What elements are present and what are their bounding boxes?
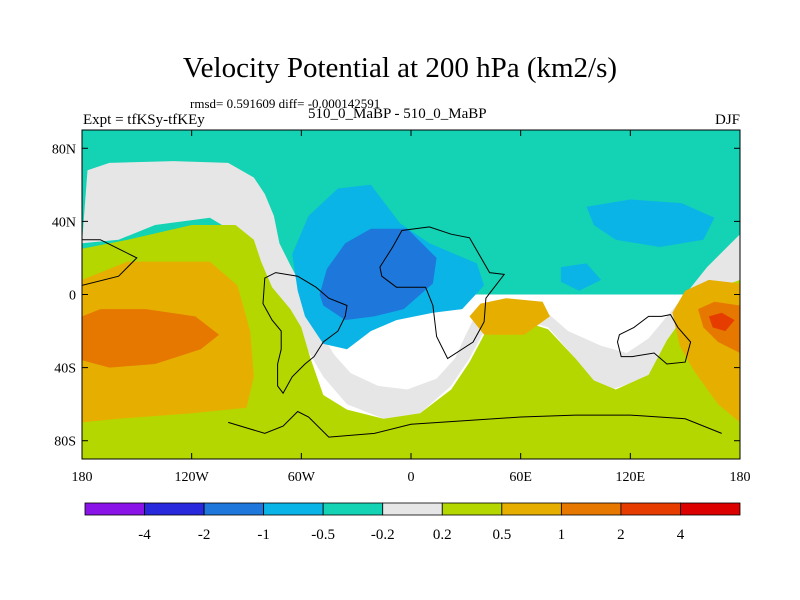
x-tick-label: 0	[408, 470, 415, 485]
region-blue-north-pacific-right	[586, 199, 715, 247]
colorbar-label: -1	[257, 527, 270, 543]
colorbar-swatch	[322, 502, 384, 516]
north-america-fragment-outline	[82, 239, 138, 286]
x-tick-label: 120E	[616, 470, 646, 485]
africa-outline	[379, 226, 506, 360]
colorbar-swatch	[382, 502, 443, 516]
colorbar-swatch	[620, 502, 681, 516]
x-tick-label: 180	[72, 470, 93, 485]
colorbar-swatch	[144, 502, 205, 516]
region-blue-small-asia-patch	[560, 263, 602, 291]
region-darkorange-west-core	[82, 309, 220, 368]
colorbar-label: 2	[617, 527, 625, 543]
x-tick-label: 60E	[509, 470, 532, 485]
region-red-east-spot	[708, 312, 735, 332]
experiment-label: Expt = tfKSy-tfKEy	[83, 112, 205, 128]
season-label: DJF	[714, 112, 740, 128]
case-label: 510_0_MaBP - 510_0_MaBP	[308, 106, 487, 122]
colorbar-swatch	[263, 502, 324, 516]
colorbar-swatch	[680, 502, 741, 516]
colorbar-label: 0.5	[492, 527, 511, 543]
region-blue-core-region	[319, 228, 437, 321]
south-america-outline	[262, 272, 348, 395]
colorbar-swatch	[203, 502, 265, 516]
colorbar-label: -2	[198, 527, 211, 543]
region-orange-center-blob	[469, 298, 550, 335]
colorbar-swatch	[501, 502, 562, 516]
x-tick-label: 120W	[175, 470, 210, 485]
contour-fill-layer	[82, 130, 740, 459]
colorbar-label: 4	[677, 527, 685, 543]
y-tick-label: 40S	[54, 362, 76, 377]
y-tick-label: 40N	[52, 215, 76, 230]
region-gray-tongue-pacific	[82, 161, 740, 419]
coastline-layer	[82, 226, 722, 438]
colorbar-label: -4	[138, 527, 151, 543]
y-tick-label: 80N	[52, 142, 76, 157]
colorbar: -4 -2 -1 -0.5 -0.2 0.2 0.5 1 2 4	[84, 502, 741, 543]
colorbar-label: 0.2	[433, 527, 452, 543]
colorbar-swatch	[441, 502, 503, 516]
colorbar-label: -0.2	[371, 527, 395, 543]
colorbar-label: -0.5	[311, 527, 335, 543]
colorbar-swatch	[84, 502, 145, 516]
x-tick-label: 60W	[288, 470, 316, 485]
colorbar-swatch	[560, 502, 622, 516]
colorbar-label: 1	[558, 527, 566, 543]
antarctica-coast-outline	[228, 410, 722, 438]
stats-label: rmsd= 0.591609 diff= -0.000142591	[190, 96, 381, 111]
axis-layer: 180 120W 60W 0 60E 120E 180 80N 40N 0 40S 80S	[52, 130, 751, 485]
y-tick-label: 80S	[54, 435, 76, 450]
australia-outline	[616, 314, 692, 365]
y-tick-label: 0	[69, 289, 76, 304]
x-tick-label: 180	[730, 470, 751, 485]
chart-title: Velocity Potential at 200 hPa (km2/s)	[182, 52, 618, 84]
